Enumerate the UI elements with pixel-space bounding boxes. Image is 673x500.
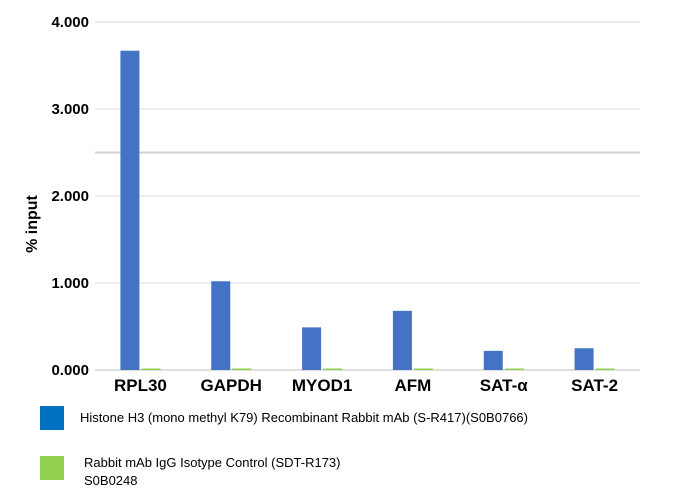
gridlines — [95, 21, 640, 371]
bar-control-5 — [595, 368, 615, 370]
bar-sample-3 — [392, 310, 412, 370]
bar-sample-0 — [120, 50, 140, 371]
bar-chart: 0.000 1.000 2.000 3.000 4.000 RPL30 GAPDH MYOD… — [24, 14, 640, 395]
y-tick-label: 2.000 — [51, 188, 89, 205]
category-label: RPL30 — [114, 376, 167, 395]
bar-sample-1 — [211, 281, 231, 370]
category-labels: RPL30 GAPDH MYOD1 AFM SAT-α SAT-2 — [114, 376, 618, 395]
category-label: GAPDH — [201, 376, 262, 395]
legend-item-series-1: Histone H3 (mono methyl K79) Recombinant… — [40, 406, 528, 430]
bar-sample-4 — [483, 350, 503, 370]
bar-sample-2 — [302, 327, 322, 370]
y-tick-label: 1.000 — [51, 275, 89, 292]
legend-swatch-green — [40, 456, 64, 480]
legend-item-series-2: Rabbit mAb IgG Isotype Control (SDT-R173… — [40, 454, 341, 490]
bar-control-3 — [413, 368, 433, 370]
bar-control-0 — [141, 368, 161, 370]
category-label: SAT-2 — [571, 376, 618, 395]
category-label: AFM — [395, 376, 432, 395]
bar-control-1 — [232, 368, 252, 370]
legend-label-series-2: Rabbit mAb IgG Isotype Control (SDT-R173… — [84, 455, 341, 488]
legend-label-series-1: Histone H3 (mono methyl K79) Recombinant… — [80, 410, 528, 425]
category-label: SAT-α — [480, 376, 528, 395]
category-label: MYOD1 — [292, 376, 352, 395]
y-axis-label: % input — [24, 194, 41, 252]
y-tick-label: 4.000 — [51, 14, 89, 31]
legend-swatch-blue — [40, 406, 64, 430]
bars — [120, 50, 615, 371]
bar-control-4 — [504, 368, 524, 370]
bar-control-2 — [323, 368, 343, 370]
y-tick-label: 0.000 — [51, 362, 89, 379]
bar-sample-5 — [574, 348, 594, 370]
y-tick-labels: 0.000 1.000 2.000 3.000 4.000 — [51, 14, 89, 379]
y-tick-label: 3.000 — [51, 101, 89, 118]
